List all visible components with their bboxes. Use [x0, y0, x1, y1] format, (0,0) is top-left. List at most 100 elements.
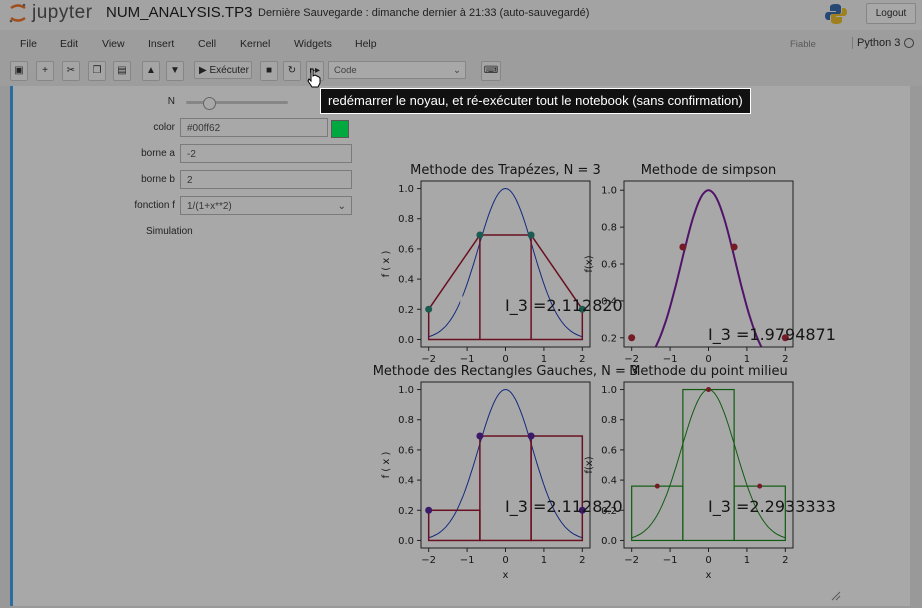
- node-point: [781, 334, 789, 342]
- y-tick-label: 0.6: [601, 260, 617, 271]
- color-input[interactable]: #00ff62: [180, 118, 328, 137]
- menu-help[interactable]: Help: [355, 38, 377, 50]
- cut-button[interactable]: ✂: [62, 61, 80, 81]
- rectangle-bar: [530, 435, 584, 542]
- x-tick-label: 2: [579, 555, 585, 566]
- n-slider-handle[interactable]: [203, 97, 216, 110]
- kernel-name: Python 3: [852, 37, 900, 49]
- y-axis-label: f(x): [584, 456, 595, 473]
- jupyter-logo-icon: [9, 3, 26, 23]
- node-point: [425, 305, 433, 313]
- move-up-button[interactable]: ▲: [142, 61, 160, 81]
- copy-button[interactable]: ❐: [88, 61, 106, 81]
- y-tick-label: 1.0: [601, 385, 617, 396]
- arrow-down-icon: ▼: [170, 65, 180, 76]
- y-tick-label: 0.6: [398, 445, 414, 456]
- copy-icon: ❐: [92, 65, 102, 76]
- logout-button[interactable]: Logout: [866, 3, 916, 24]
- y-tick-label: 1.0: [601, 186, 617, 197]
- borne-a-input[interactable]: -2: [180, 144, 352, 163]
- node-point: [425, 506, 433, 514]
- step-marker-label: 1: [453, 291, 468, 319]
- y-tick-label: 0.8: [398, 214, 414, 225]
- function-curve: [428, 187, 583, 338]
- fonction-label: fonction f: [134, 200, 175, 211]
- integral-annotation: I_3 =2.1128205: [505, 296, 633, 316]
- color-picker-swatch[interactable]: [331, 120, 349, 138]
- integral-annotation: I_3 =1.9794871: [708, 325, 836, 345]
- y-tick-label: 0.2: [398, 305, 414, 316]
- x-tick-label: 0: [502, 354, 508, 365]
- arrow-up-icon: ▲: [146, 65, 156, 76]
- menu-kernel[interactable]: Kernel: [240, 38, 271, 50]
- chart-title: Methode de simpson: [641, 163, 777, 178]
- x-tick-label: 2: [579, 354, 585, 365]
- x-tick-label: −1: [663, 555, 678, 566]
- x-tick-label: −2: [421, 555, 436, 566]
- resize-handle-icon[interactable]: [830, 590, 842, 602]
- command-palette-button[interactable]: ⌨: [481, 61, 501, 81]
- restart-button[interactable]: ↻: [283, 61, 301, 81]
- save-status: Dernière Sauvegarde : dimanche dernier à…: [258, 7, 590, 19]
- chart-title: Methode du point milieu: [629, 364, 788, 379]
- x-tick-label: 1: [541, 354, 547, 365]
- y-tick-label: 0.2: [601, 506, 617, 517]
- kernel-status-icon: [904, 38, 914, 48]
- y-tick-label: 0.4: [601, 476, 617, 487]
- paste-icon: ▤: [117, 65, 127, 76]
- menu-cell[interactable]: Cell: [198, 38, 217, 50]
- y-tick-label: 0.0: [398, 536, 414, 547]
- x-tick-label: −1: [460, 555, 475, 566]
- chart-title: Methode des Trapézes, N = 3: [410, 163, 601, 178]
- menu-widgets[interactable]: Widgets: [294, 38, 332, 50]
- y-tick-label: 1.0: [398, 184, 414, 195]
- restart-icon: ↻: [287, 65, 297, 76]
- notebook-name[interactable]: NUM_ANALYSIS.TP3: [106, 4, 253, 21]
- paste-button[interactable]: ▤: [113, 61, 131, 81]
- x-tick-label: 1: [541, 555, 547, 566]
- jupyter-logo[interactable]: jupyter: [8, 0, 93, 26]
- plot-content: [628, 189, 789, 347]
- save-button[interactable]: ▣: [10, 61, 28, 81]
- x-tick-label: −1: [663, 354, 678, 365]
- x-axis-label: x: [706, 570, 712, 581]
- n-slider[interactable]: [186, 101, 288, 104]
- y-tick-label: 0.2: [398, 506, 414, 517]
- chart-title: Methode des Rectangles Gauches, N = 3: [373, 364, 639, 379]
- y-tick-label: 0.6: [398, 244, 414, 255]
- y-axis-label: f ( x ): [381, 452, 392, 479]
- y-tick-label: 0.6: [601, 445, 617, 456]
- move-down-button[interactable]: ▼: [166, 61, 184, 81]
- insert-cell-button[interactable]: +: [36, 61, 54, 81]
- node-point: [578, 305, 586, 313]
- scissors-icon: ✂: [66, 65, 76, 76]
- integral-annotation: I_3 =2.2933333: [708, 497, 836, 517]
- trusted-indicator[interactable]: Fiable: [790, 39, 816, 50]
- plus-icon: +: [42, 65, 48, 76]
- integral-annotation: I_3 =2.1128205: [505, 497, 633, 517]
- menu-edit[interactable]: Edit: [60, 38, 79, 50]
- n-label: N: [167, 96, 175, 107]
- simulation-label: Simulation: [146, 226, 193, 237]
- borne-a-label: borne a: [141, 148, 175, 159]
- node-point: [757, 483, 763, 489]
- interrupt-button[interactable]: ■: [260, 61, 278, 81]
- run-button[interactable]: ▶ Exécuter: [194, 61, 252, 79]
- node-point: [476, 432, 484, 440]
- save-icon: ▣: [14, 65, 24, 76]
- borne-b-input[interactable]: 2: [180, 170, 352, 189]
- menu-insert[interactable]: Insert: [148, 38, 175, 50]
- menu-file[interactable]: File: [20, 38, 37, 50]
- node-point: [578, 506, 586, 514]
- menu-view[interactable]: View: [102, 38, 125, 50]
- cell-type-select[interactable]: Code ⌄: [328, 61, 466, 79]
- fonction-dropdown[interactable]: 1/(1+x**2) ⌄: [180, 196, 352, 215]
- y-tick-label: 0.2: [601, 333, 617, 344]
- plot-frame: [420, 381, 591, 549]
- x-axis-label: x: [503, 570, 509, 581]
- x-tick-label: −1: [460, 354, 475, 365]
- node-point: [476, 231, 484, 239]
- x-tick-label: 2: [782, 354, 788, 365]
- node-point: [730, 243, 738, 251]
